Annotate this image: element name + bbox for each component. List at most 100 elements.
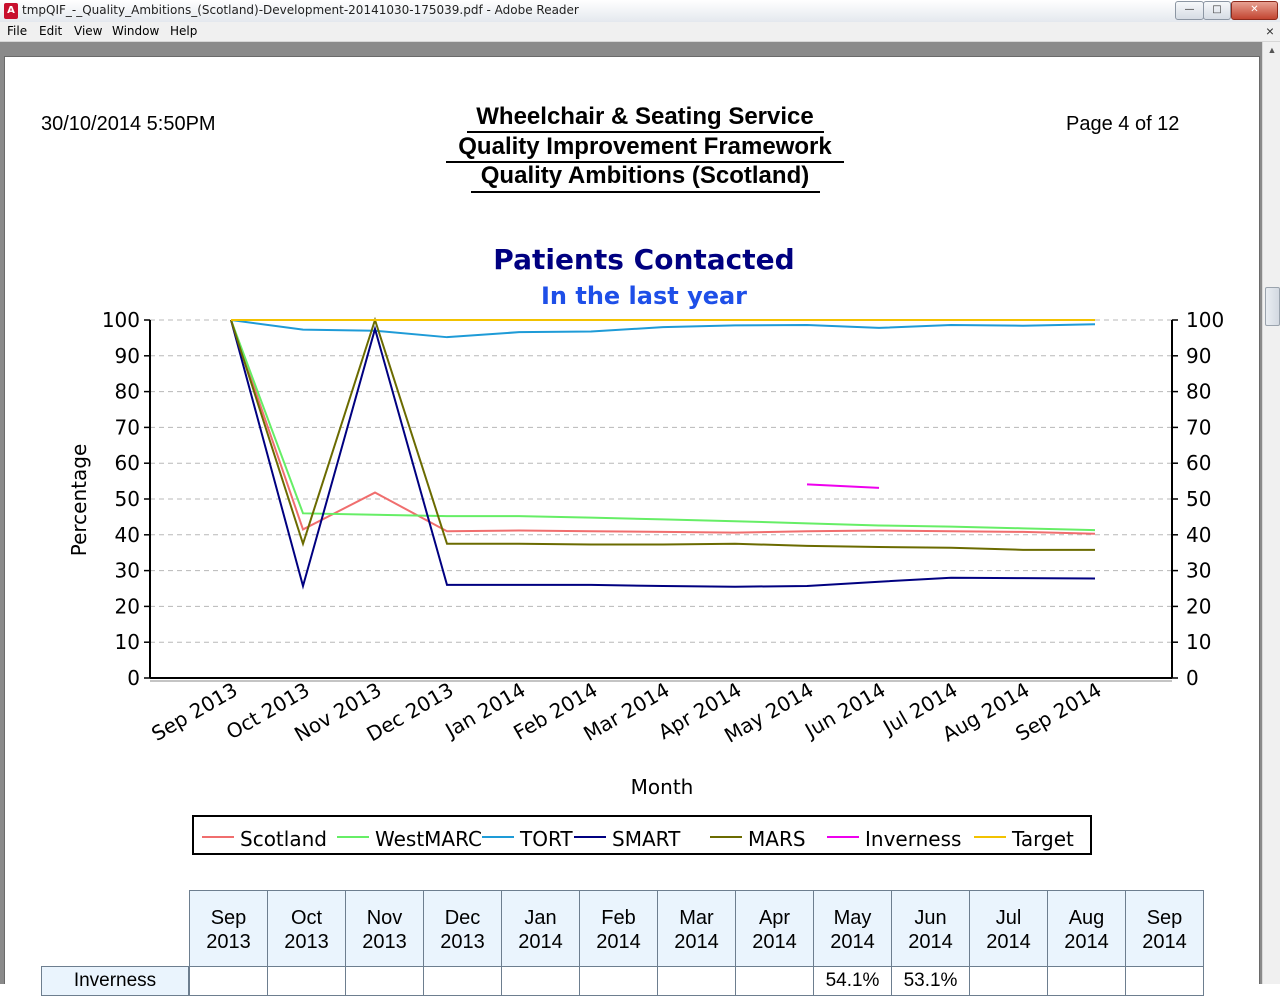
y-axis-label: Percentage: [67, 444, 91, 557]
y2-tick-label: 10: [1186, 630, 1211, 654]
table-header-cell: Jul 2014: [969, 890, 1048, 967]
vertical-scrollbar[interactable]: ▲: [1262, 42, 1280, 984]
table-header-cell: Apr 2014: [735, 890, 814, 967]
table-header-cell: Sep 2014: [1125, 890, 1204, 967]
series-line-smart: [230, 319, 1096, 590]
adobe-reader-icon: A: [4, 3, 18, 19]
window-title-bar: A tmpQIF_-_Quality_Ambitions_(Scotland)-…: [0, 0, 1280, 23]
series-line-westmarc: [230, 319, 1096, 532]
legend-swatch: [574, 836, 606, 838]
table-cell: [1047, 966, 1126, 996]
table-header-cell: Jun 2014: [891, 890, 970, 967]
table-cell: 53.1%: [891, 966, 970, 996]
legend-label: Scotland: [240, 827, 327, 851]
y2-tick-label: 60: [1186, 451, 1211, 475]
y-tick-label: 50: [115, 487, 140, 511]
y2-tick-label: 90: [1186, 344, 1211, 368]
y-tick-label: 80: [115, 380, 140, 404]
y-tick-label: 30: [115, 559, 140, 583]
legend-label: Inverness: [865, 827, 962, 851]
table-cell: [189, 966, 268, 996]
y-tick-label: 60: [115, 451, 140, 475]
y-tick-label: 20: [115, 594, 140, 618]
patients-contacted-chart: Patients Contacted In the last year Perc…: [67, 243, 1224, 799]
scroll-up-arrow-icon[interactable]: ▲: [1267, 45, 1277, 55]
y2-tick-label: 100: [1186, 308, 1224, 332]
pdf-page: [4, 56, 1260, 984]
menu-window[interactable]: Window: [112, 24, 160, 38]
series-line-tort: [230, 319, 1096, 339]
table-cell: [735, 966, 814, 996]
window-title: tmpQIF_-_Quality_Ambitions_(Scotland)-De…: [22, 3, 579, 17]
close-button[interactable]: ✕: [1231, 1, 1278, 20]
table-cell: [423, 966, 502, 996]
table-cell: [657, 966, 736, 996]
title-underline-1: [467, 131, 824, 133]
legend-label: Target: [1012, 827, 1074, 851]
table-header-cell: Feb 2014: [579, 890, 658, 967]
legend-label: MARS: [748, 827, 806, 851]
chart-series: [230, 316, 1096, 590]
maximize-button[interactable]: □: [1203, 1, 1231, 20]
document-viewport: [0, 42, 1262, 984]
legend-label: SMART: [612, 827, 681, 851]
table-header-cell: Nov 2013: [345, 890, 424, 967]
table-header-cell: May 2014: [813, 890, 892, 967]
menu-bar: File Edit View Window Help ×: [0, 22, 1280, 42]
menu-view[interactable]: View: [74, 24, 103, 38]
y2-tick-label: 40: [1186, 523, 1211, 547]
title-underline-3: [471, 191, 820, 193]
chart-tick-labels: 0 0 10 10 20 20 30 30 40 40 50 50 60 60 70 70 80 80 90 90 10…: [102, 308, 1224, 748]
table-row-label: Inverness: [41, 966, 189, 996]
legend-swatch: [337, 836, 369, 838]
table-cell: [267, 966, 346, 996]
series-line-inverness: [806, 483, 880, 489]
legend-swatch: [827, 836, 859, 838]
y-tick-label: 70: [115, 415, 140, 439]
menu-edit[interactable]: Edit: [39, 24, 63, 38]
table-header-cell: Jan 2014: [501, 890, 580, 967]
y-tick-label: 10: [115, 630, 140, 654]
title-underline-2: [446, 161, 844, 163]
table-cell: [1125, 966, 1204, 996]
table-header-cell: Aug 2014: [1047, 890, 1126, 967]
chart-axes: [144, 319, 1178, 682]
menu-help[interactable]: Help: [170, 24, 198, 38]
chart-grid: [150, 319, 1172, 643]
table-header-cell: Oct 2013: [267, 890, 346, 967]
report-title-line-1: Wheelchair & Seating Service: [476, 103, 814, 130]
table-cell: [501, 966, 580, 996]
scrollbar-thumb[interactable]: [1265, 287, 1280, 326]
y-tick-label: 0: [127, 666, 140, 690]
x-tick-label: Sep 2013: [147, 678, 241, 746]
x-tick-label: Jun 2014: [799, 678, 889, 744]
report-title: Wheelchair & Seating Service Quality Imp…: [440, 102, 850, 191]
report-title-line-2: Quality Improvement Framework: [458, 132, 832, 160]
table-cell: [345, 966, 424, 996]
y2-tick-label: 70: [1186, 415, 1211, 439]
y2-tick-label: 20: [1186, 594, 1211, 618]
menu-file[interactable]: File: [7, 24, 28, 38]
chart-legend: Scotland WestMARC TORT SMART MARS Inverness Ta…: [192, 815, 1092, 855]
table-header-cell: Mar 2014: [657, 890, 736, 967]
y-tick-label: 40: [115, 523, 140, 547]
report-date: 30/10/2014 5:50PM: [41, 113, 216, 135]
series-line-scotland: [230, 319, 1096, 535]
y-tick-label: 100: [102, 308, 140, 332]
y2-tick-label: 30: [1186, 559, 1211, 583]
legend-label: WestMARC: [375, 827, 482, 851]
report-title-line-3: Quality Ambitions (Scotland): [480, 162, 810, 189]
legend-swatch: [482, 836, 514, 838]
y-tick-label: 90: [115, 344, 140, 368]
legend-swatch: [202, 836, 234, 838]
x-axis-label: Month: [631, 775, 694, 799]
chart-title: Patients Contacted: [493, 243, 794, 276]
table-cell: 54.1%: [813, 966, 892, 996]
legend-swatch: [710, 836, 742, 838]
table-header-cell: Sep 2013: [189, 890, 268, 967]
y2-tick-label: 80: [1186, 380, 1211, 404]
y2-tick-label: 50: [1186, 487, 1211, 511]
legend-swatch: [974, 836, 1006, 838]
legend-label: TORT: [520, 827, 573, 851]
close-document-icon[interactable]: ×: [1265, 23, 1274, 39]
